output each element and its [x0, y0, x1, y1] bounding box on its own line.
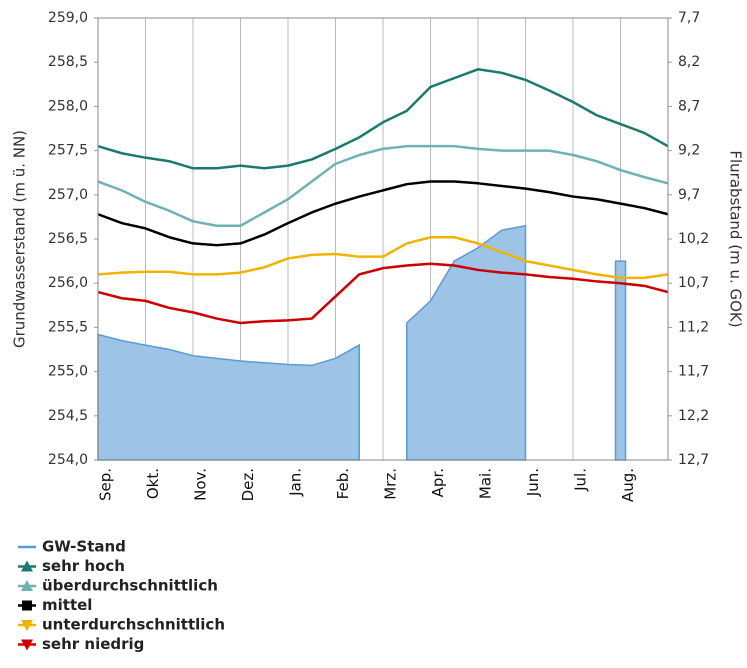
y2-tick-label: 8,2 — [678, 54, 700, 70]
y2-tick-label: 9,2 — [678, 143, 700, 159]
y2-tick-label: 11,2 — [678, 319, 709, 335]
legend-label: überdurchschnittlich — [42, 577, 218, 595]
x-tick-label: Jul. — [572, 468, 590, 492]
y-tick-label: 257,0 — [48, 187, 88, 203]
x-tick-label: Mrz. — [382, 468, 400, 500]
y-tick-label: 259,0 — [48, 10, 88, 26]
y2-tick-label: 8,7 — [678, 98, 700, 114]
y2-tick-label: 12,7 — [678, 452, 709, 468]
y-tick-label: 258,5 — [48, 54, 88, 70]
legend-label: sehr hoch — [42, 557, 125, 575]
x-tick-label: Nov. — [192, 468, 210, 501]
y2-tick-label: 12,2 — [678, 408, 709, 424]
legend-marker — [21, 620, 33, 631]
series-line — [97, 68, 669, 170]
plot-frame — [97, 17, 669, 461]
x-tick-label: Mai. — [477, 468, 495, 499]
series-line — [97, 262, 669, 325]
y-tick-label: 254,5 — [48, 408, 88, 424]
y2-tick-label: 9,7 — [678, 187, 700, 203]
gw-area — [97, 333, 360, 461]
x-tick-label: Aug. — [619, 468, 637, 502]
y-axis-label: Grundwasserstand (m ü. NN) — [11, 130, 29, 348]
legend-label: GW-Stand — [42, 538, 126, 556]
gw-area — [406, 224, 527, 461]
legend-label: sehr niedrig — [42, 635, 144, 653]
x-tick-label: Feb. — [334, 468, 352, 499]
legend-marker — [21, 560, 33, 572]
y-tick-label: 255,0 — [48, 364, 88, 380]
y2-tick-label: 11,7 — [678, 364, 709, 380]
y2-axis-label: Flurabstand (m u. GOK) — [727, 150, 745, 327]
y2-tick-label: 10,7 — [678, 275, 709, 291]
y2-tick-label: 7,7 — [678, 10, 700, 26]
legend-label: unterdurchschnittlich — [42, 616, 225, 634]
y-tick-label: 258,0 — [48, 98, 88, 114]
x-tick-label: Jan. — [287, 468, 305, 497]
series-line — [97, 144, 669, 227]
gw-area — [614, 260, 627, 461]
y-tick-label: 257,5 — [48, 143, 88, 159]
x-tick-label: Dez. — [239, 468, 257, 501]
legend-marker — [22, 600, 32, 611]
y-tick-label: 255,5 — [48, 319, 88, 335]
x-tick-label: Jun. — [524, 468, 542, 497]
x-tick-label: Sep. — [97, 468, 115, 501]
x-tick-label: Okt. — [144, 468, 162, 499]
y-tick-label: 256,0 — [48, 275, 88, 291]
y-tick-label: 254,0 — [48, 452, 88, 468]
legend-marker — [21, 580, 33, 591]
series-line — [97, 235, 669, 280]
y2-tick-label: 10,2 — [678, 231, 709, 247]
legend-marker — [21, 639, 33, 651]
legend-label: mittel — [42, 596, 92, 614]
x-tick-label: Apr. — [429, 468, 447, 497]
y-tick-label: 256,5 — [48, 231, 88, 247]
series-line — [97, 180, 669, 247]
